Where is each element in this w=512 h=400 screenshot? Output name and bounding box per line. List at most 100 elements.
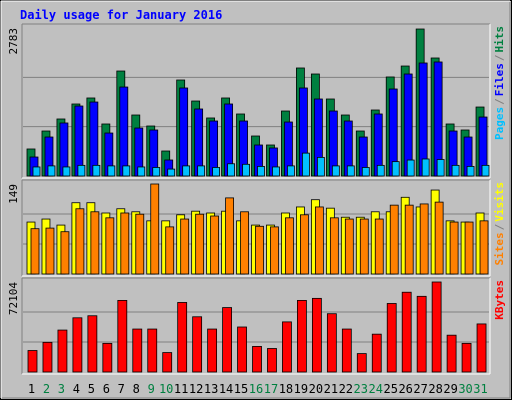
bar	[311, 297, 322, 373]
bar	[62, 166, 71, 177]
bar	[356, 353, 367, 373]
bar	[297, 300, 307, 373]
bar	[476, 323, 487, 373]
bar	[237, 326, 247, 373]
x-tick-label: 13	[204, 382, 218, 396]
bar	[207, 328, 218, 373]
x-tick-label: 2	[43, 382, 50, 396]
y-tick-label: 149	[7, 184, 20, 204]
x-tick-label: 22	[339, 382, 353, 396]
bar	[341, 328, 352, 373]
bar	[179, 87, 189, 177]
bar	[182, 165, 191, 177]
x-tick-label: 31	[473, 382, 487, 396]
bar	[433, 61, 443, 177]
bar	[90, 211, 100, 275]
legend: KBytes	[493, 280, 506, 320]
bar	[466, 166, 475, 177]
x-tick-label: 25	[383, 382, 397, 396]
bar	[344, 218, 354, 275]
bar	[346, 165, 355, 177]
bar	[451, 164, 460, 177]
bar	[32, 166, 41, 177]
bar	[481, 164, 490, 177]
bar	[316, 156, 325, 177]
legend-separator: /	[493, 223, 506, 230]
legend-entry: Hits	[493, 26, 506, 53]
legend: Sites /Visits	[493, 182, 506, 266]
bar	[436, 159, 445, 177]
bar	[60, 231, 70, 275]
x-tick-label: 5	[88, 382, 95, 396]
bar	[255, 225, 264, 275]
x-tick-label: 10	[159, 382, 173, 396]
x-tick-label: 6	[103, 382, 110, 396]
bar	[87, 315, 98, 373]
bar	[107, 165, 116, 177]
bar	[30, 228, 40, 275]
x-tick-label: 26	[398, 382, 412, 396]
bar	[434, 201, 444, 275]
x-tick-label: 24	[369, 382, 383, 396]
bar	[210, 215, 220, 275]
bar	[72, 317, 83, 373]
bar	[252, 346, 262, 373]
bar	[257, 166, 265, 177]
legend-entry: Sites	[493, 232, 506, 265]
x-tick-label: 29	[443, 382, 457, 396]
x-tick-label: 18	[279, 382, 293, 396]
bar	[446, 334, 457, 373]
x-tick-label: 1	[28, 382, 35, 396]
x-tick-label: 14	[219, 382, 233, 396]
bar	[42, 341, 53, 373]
bar	[464, 221, 474, 275]
bar	[449, 221, 459, 275]
y-tick-label: 72104	[7, 282, 20, 315]
x-tick-label: 11	[174, 382, 188, 396]
bar	[416, 295, 427, 373]
bar	[150, 183, 160, 275]
bar	[361, 167, 370, 177]
bar	[240, 211, 249, 275]
bar	[135, 213, 145, 275]
bar	[314, 206, 324, 275]
chart-title: Daily usage for January 2016	[20, 8, 222, 22]
bar	[326, 313, 337, 373]
x-tick-label: 28	[428, 382, 442, 396]
bar	[122, 165, 131, 177]
bar	[137, 166, 146, 177]
bar	[117, 300, 128, 373]
bar	[389, 204, 399, 275]
bar	[419, 203, 429, 275]
bar	[89, 101, 99, 177]
x-tick-label: 21	[324, 382, 338, 396]
y-tick-label: 2783	[7, 28, 20, 55]
x-tick-label: 12	[189, 382, 203, 396]
bar	[57, 329, 68, 373]
x-tick-label: 17	[264, 382, 278, 396]
bar	[47, 165, 56, 177]
bar	[197, 165, 206, 177]
bar	[302, 152, 310, 177]
bar	[165, 226, 175, 275]
bar	[359, 218, 369, 275]
bar	[180, 218, 190, 275]
bar	[242, 163, 250, 177]
bar	[331, 165, 340, 177]
bar	[75, 208, 85, 275]
bar	[386, 303, 397, 373]
bar	[267, 348, 277, 373]
x-tick-label: 15	[234, 382, 248, 396]
bar	[376, 164, 385, 177]
x-tick-label: 3	[58, 382, 65, 396]
bar	[431, 281, 442, 373]
bar	[287, 165, 295, 177]
bar	[421, 158, 430, 177]
x-tick-label: 4	[73, 382, 80, 396]
bar	[404, 204, 414, 275]
bar	[374, 218, 384, 275]
bar	[167, 168, 176, 177]
bar	[45, 227, 55, 275]
bar	[77, 164, 86, 177]
bar	[119, 86, 129, 177]
